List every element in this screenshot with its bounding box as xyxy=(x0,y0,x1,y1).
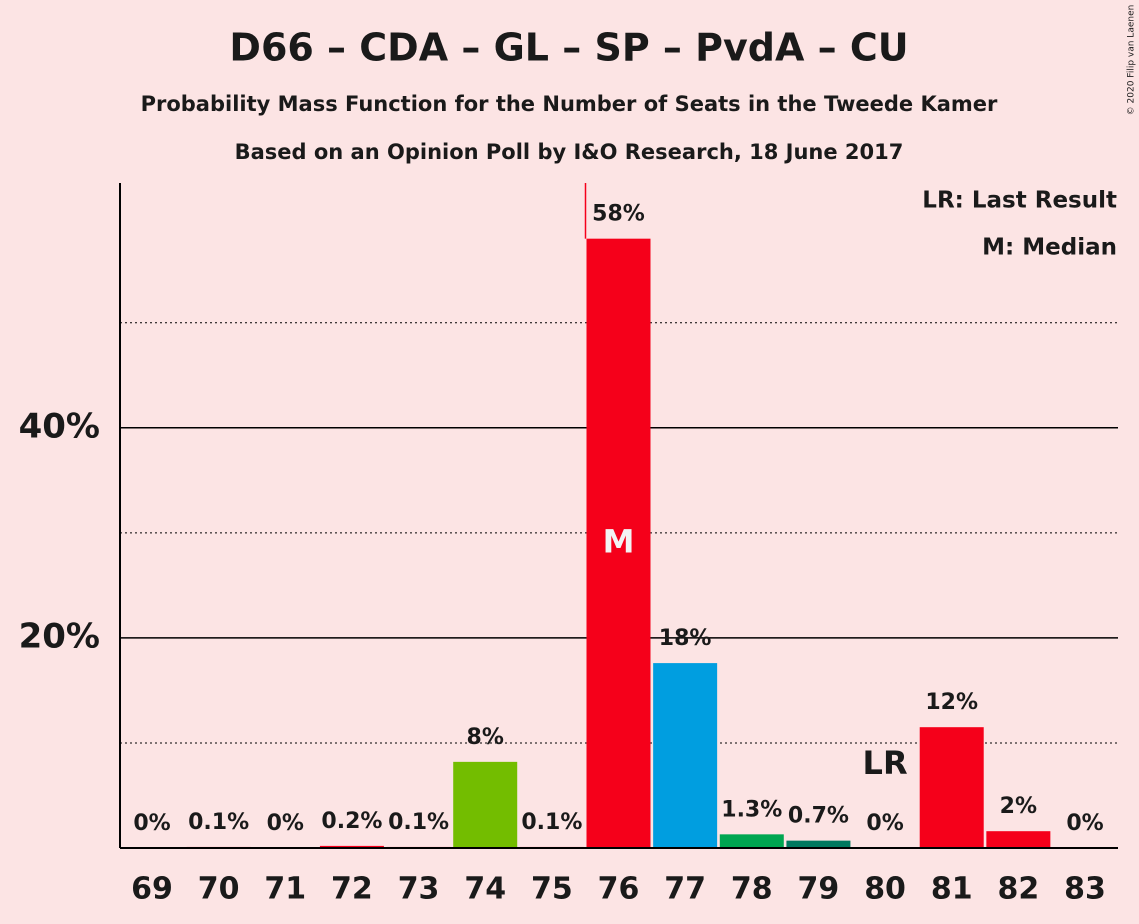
value-label: 0% xyxy=(1066,811,1103,836)
bar xyxy=(986,831,1051,848)
x-tick-label: 79 xyxy=(798,872,840,907)
chart-subtitle: Probability Mass Function for the Number… xyxy=(141,92,998,116)
x-tick-label: 80 xyxy=(864,872,906,907)
bar xyxy=(719,834,784,848)
x-tick-label: 82 xyxy=(997,872,1039,907)
x-tick-label: 76 xyxy=(598,872,640,907)
x-tick-label: 77 xyxy=(664,872,706,907)
x-tick-label: 78 xyxy=(731,872,773,907)
x-tick-label: 81 xyxy=(931,872,973,907)
value-label: 0.1% xyxy=(388,810,449,835)
value-label: 0% xyxy=(866,811,903,836)
x-tick-label: 70 xyxy=(198,872,240,907)
chart-title: D66 – CDA – GL – SP – PvdA – CU xyxy=(229,26,908,70)
bar xyxy=(319,845,384,848)
x-tick-label: 73 xyxy=(398,872,440,907)
value-label: 58% xyxy=(592,202,645,227)
last-result-marker: LR xyxy=(863,744,908,782)
value-label: 12% xyxy=(925,690,978,715)
value-label: 0.2% xyxy=(321,809,382,834)
x-tick-label: 74 xyxy=(464,872,506,907)
legend-entry: M: Median xyxy=(982,235,1117,261)
chart-subtitle: Based on an Opinion Poll by I&O Research… xyxy=(235,140,904,164)
value-label: 8% xyxy=(467,725,504,750)
bar xyxy=(653,663,718,848)
copyright: © 2020 Filip van Laenen xyxy=(1127,5,1137,116)
x-tick-label: 75 xyxy=(531,872,573,907)
bar xyxy=(453,761,518,848)
value-label: 0.7% xyxy=(788,804,849,829)
value-label: 0.1% xyxy=(521,810,582,835)
x-tick-label: 83 xyxy=(1064,872,1106,907)
bar xyxy=(586,238,651,848)
value-label: 18% xyxy=(659,626,712,651)
bar xyxy=(919,727,984,848)
bar xyxy=(786,840,851,848)
value-label: 0.1% xyxy=(188,810,249,835)
x-tick-label: 69 xyxy=(131,872,173,907)
x-tick-label: 72 xyxy=(331,872,373,907)
y-tick-label: 40% xyxy=(19,406,100,446)
value-label: 0% xyxy=(133,811,170,836)
value-label: 0% xyxy=(267,811,304,836)
value-label: 2% xyxy=(1000,794,1037,819)
median-marker: M xyxy=(603,522,635,560)
legend-entry: LR: Last Result xyxy=(922,188,1117,214)
x-tick-label: 71 xyxy=(264,872,306,907)
value-label: 1.3% xyxy=(721,797,782,822)
y-tick-label: 20% xyxy=(19,616,100,656)
